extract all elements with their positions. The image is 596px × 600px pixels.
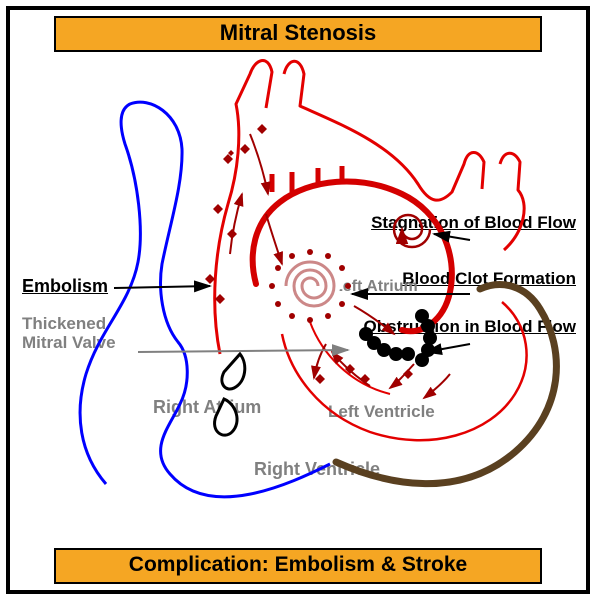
mitral-valve	[215, 354, 245, 435]
obstruction-masses	[359, 309, 437, 367]
stagnation-swirl	[394, 215, 430, 247]
title-banner: Mitral Stenosis	[54, 16, 542, 52]
heart-diagram	[10, 54, 596, 558]
ptr-stagnation	[434, 234, 470, 240]
left-atrium-wall	[253, 182, 452, 332]
left-ventricle-outline	[282, 302, 527, 440]
subtitle-banner: Complication: Embolism & Stroke	[54, 548, 542, 584]
diagram-frame: Mitral Stenosis Stagnation of Blood Flow…	[6, 6, 590, 594]
ptr-embolism	[114, 286, 210, 288]
aorta-outline	[215, 60, 524, 354]
title-text: Mitral Stenosis	[220, 20, 376, 45]
subtitle-text: Complication: Embolism & Stroke	[129, 553, 467, 576]
ptr-thickened	[138, 350, 348, 352]
clot-spiral	[280, 256, 340, 316]
